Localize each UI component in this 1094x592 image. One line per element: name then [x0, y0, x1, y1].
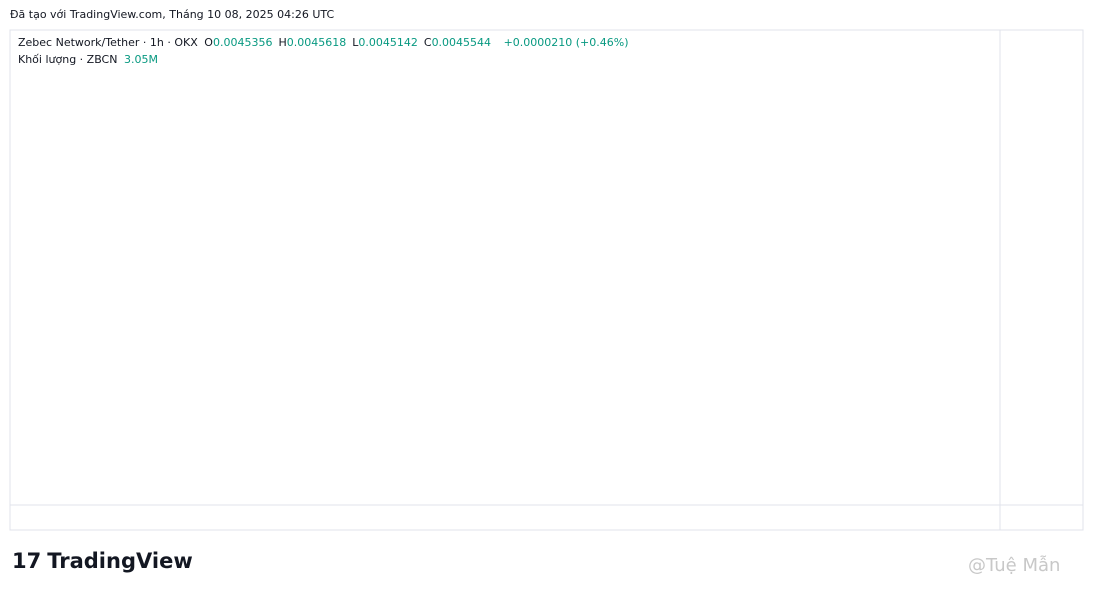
ohlc-value: 0.0045356 — [212, 36, 273, 49]
ohlc-label: O — [204, 36, 213, 49]
symbol: Zebec Network/Tether · 1h · OKX — [18, 36, 198, 49]
ohlc-label: L — [352, 36, 359, 49]
ohlc: O0.0045356 H0.0045618 L0.0045142 C0.0045544 — [204, 36, 497, 49]
frame — [9, 29, 1084, 531]
ohlc-label: H — [278, 36, 287, 49]
logo: 𝟭𝟳 — [12, 549, 42, 573]
watermark: @Tuệ Mẫn — [968, 555, 1061, 576]
legend: Zebec Network/Tether · 1h · OKX O0.00453… — [18, 36, 632, 49]
volume-legend: Khối lượng · ZBCN 3.05M — [18, 53, 161, 66]
brand-name: TradingView — [47, 549, 193, 573]
ohlc-value: 0.0045618 — [286, 36, 347, 49]
volume-last: 3.05M — [123, 53, 158, 66]
ohlc-value: 0.0045142 — [358, 36, 418, 49]
ohlc-label: C — [423, 36, 432, 49]
brand: 𝟭𝟳 TradingView — [12, 549, 196, 573]
ohlc-value: 0.0045544 — [431, 36, 492, 49]
volume-name: Khối lượng · ZBCN — [18, 53, 118, 66]
header: Đã tạo với TradingView.com, Tháng 10 08,… — [10, 8, 335, 21]
change: +0.0000210 (+0.46%) — [503, 36, 629, 49]
